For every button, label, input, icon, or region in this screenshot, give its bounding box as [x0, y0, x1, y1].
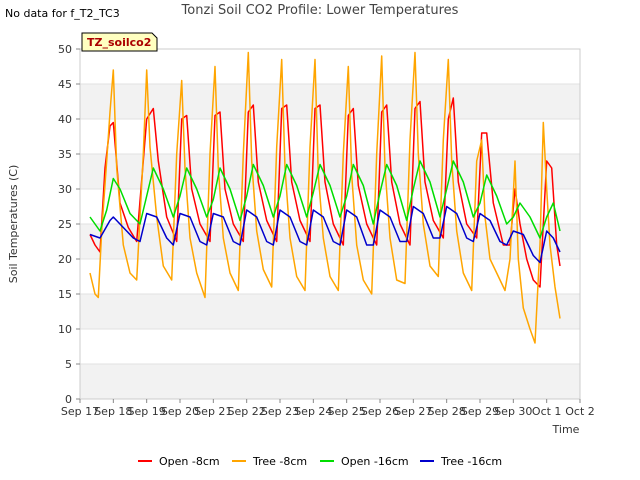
x-axis-label: Time — [552, 423, 580, 436]
y-tick-label: 50 — [58, 43, 72, 56]
x-tick-label: Sep 29 — [461, 405, 499, 418]
legend-label: Open -16cm — [341, 455, 409, 468]
plot-background — [80, 48, 580, 400]
y-tick-label: 5 — [65, 358, 72, 371]
x-tick-label: Sep 30 — [494, 405, 532, 418]
y-tick-label: 30 — [58, 183, 72, 196]
y-tick-label: 45 — [58, 78, 72, 91]
y-tick-label: 40 — [58, 113, 72, 126]
y-tick-label: 20 — [58, 253, 72, 266]
legend-label: Tree -8cm — [252, 455, 307, 468]
grid-band — [80, 224, 580, 259]
chart-title: Tonzi Soil CO2 Profile: Lower Temperatur… — [181, 3, 459, 18]
x-tick-label: Sep 26 — [361, 405, 399, 418]
x-tick-label: Oct 1 — [532, 405, 562, 418]
y-tick-label: 10 — [58, 323, 72, 336]
x-tick-label: Sep 21 — [194, 405, 232, 418]
x-tick-label: Oct 2 — [565, 405, 595, 418]
grid-band — [80, 154, 580, 189]
x-tick-label: Sep 20 — [161, 405, 199, 418]
y-tick-label: 25 — [58, 218, 72, 231]
grid-band — [80, 294, 580, 329]
legend-label: Tree -16cm — [440, 455, 502, 468]
grid-band — [80, 364, 580, 399]
x-tick-label: Sep 25 — [328, 405, 366, 418]
series-line-tree-16cm — [89, 205, 561, 264]
y-tick-label: 0 — [65, 393, 72, 406]
site-label-background — [81, 32, 158, 52]
legend-label: Open -8cm — [159, 455, 220, 468]
series-line-open-8cm — [89, 97, 561, 288]
y-tick-label: 15 — [58, 288, 72, 301]
series-line-open-16cm — [89, 160, 561, 239]
series-line-tree-8cm — [89, 51, 561, 344]
series-lines — [89, 51, 561, 344]
x-tick-label: Sep 27 — [394, 405, 432, 418]
x-tick-label: Sep 28 — [428, 405, 466, 418]
x-tick-label: Sep 22 — [228, 405, 266, 418]
x-tick-label: Sep 18 — [94, 405, 132, 418]
legend: Open -8cm Tree -8cm Open -16cm Tree -16cm — [138, 455, 502, 468]
x-tick-label: Sep 19 — [128, 405, 166, 418]
grid-band — [80, 84, 580, 119]
y-tick-label: 35 — [58, 148, 72, 161]
no-data-note: No data for f_T2_TC3 — [5, 7, 120, 20]
site-label-box: TZ_soilco2 — [81, 32, 158, 52]
y-axis: 0 5 10 15 20 25 30 35 40 45 50 — [58, 43, 80, 406]
y-axis-label: Soil Temperatures (C) — [7, 165, 20, 284]
x-tick-label: Sep 23 — [261, 405, 299, 418]
x-tick-label: Sep 17 — [61, 405, 99, 418]
x-tick-label: Sep 24 — [294, 405, 332, 418]
site-label: TZ_soilco2 — [87, 36, 151, 49]
